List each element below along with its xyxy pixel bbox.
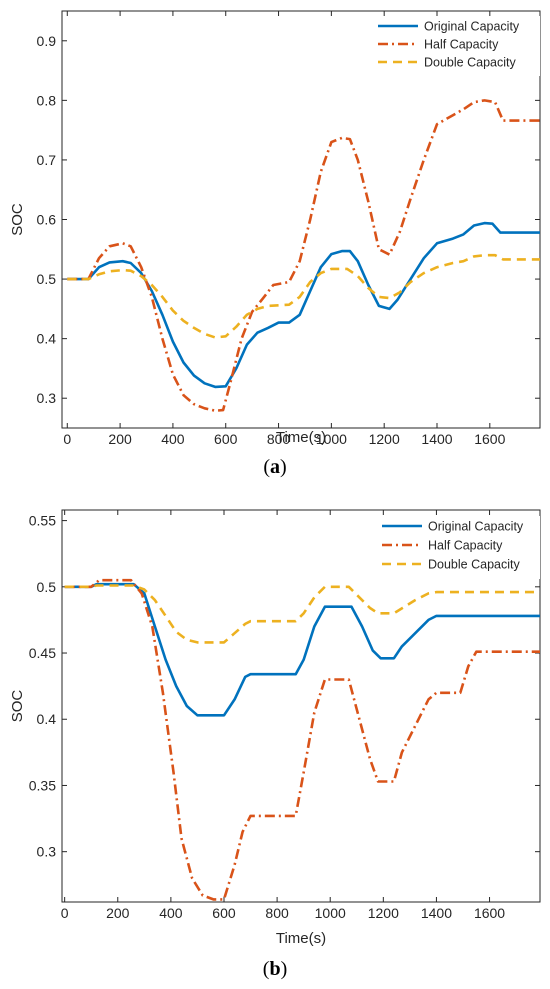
series-line-half-capacity xyxy=(64,578,540,901)
panel-caption: (a) xyxy=(263,456,286,478)
x-tick-label: 1200 xyxy=(368,905,399,921)
chart-panel-a: 0 200 400 600 800 1000 1200 1400 1600 0.3 0.4 0.5 0.… xyxy=(9,10,541,478)
series-line-double-capacity xyxy=(67,253,540,339)
series-line-half-capacity xyxy=(67,99,540,412)
x-tick-label: 800 xyxy=(267,431,291,447)
legend-label-double-capacity: Double Capacity xyxy=(428,558,520,572)
y-tick-label: 0.45 xyxy=(29,645,56,661)
legend-label-half-capacity: Half Capacity xyxy=(424,38,499,52)
legend: Original Capacity Half Capacity Double Cap… xyxy=(378,516,540,579)
y-tick-label: 0.3 xyxy=(37,390,57,406)
x-tick-label: 1400 xyxy=(421,431,452,447)
y-tick-label: 0.5 xyxy=(37,271,57,287)
y-axis-title: SOC xyxy=(9,203,26,236)
y-tick-label: 0.7 xyxy=(37,152,57,168)
y-tick-label: 0.35 xyxy=(29,777,56,793)
series-line-original-capacity xyxy=(67,221,540,389)
x-axis-title: Time(s) xyxy=(276,429,326,446)
legend-label-original-capacity: Original Capacity xyxy=(428,520,524,534)
x-tick-label: 600 xyxy=(212,905,236,921)
legend-label-original-capacity: Original Capacity xyxy=(424,20,520,34)
series-line-original-capacity xyxy=(64,582,540,717)
x-tick-label: 400 xyxy=(161,431,185,447)
y-tick-label: 0.8 xyxy=(37,92,57,108)
y-tick-label: 0.4 xyxy=(37,711,57,727)
y-tick-label: 0.5 xyxy=(37,579,57,595)
y-axis-title: SOC xyxy=(9,690,26,723)
x-tick-label: 200 xyxy=(106,905,130,921)
y-tick-label: 0.55 xyxy=(29,513,56,529)
y-tick-label: 0.9 xyxy=(37,33,57,49)
x-tick-label: 600 xyxy=(214,431,238,447)
y-tick-label: 0.6 xyxy=(37,212,57,228)
series-line-double-capacity xyxy=(64,584,540,644)
y-tick-label: 0.3 xyxy=(37,844,57,860)
x-tick-label: 1000 xyxy=(316,431,347,447)
plot-area-frame xyxy=(61,509,541,903)
x-tick-label: 1200 xyxy=(369,431,400,447)
legend: Original Capacity Half Capacity Double Cap… xyxy=(374,16,540,76)
x-tick-label: 400 xyxy=(159,905,183,921)
x-tick-label: 1600 xyxy=(474,431,505,447)
x-tick-label: 200 xyxy=(108,431,132,447)
x-tick-label: 1600 xyxy=(474,905,505,921)
legend-label-double-capacity: Double Capacity xyxy=(424,56,516,70)
legend-label-half-capacity: Half Capacity xyxy=(428,539,503,553)
x-tick-label: 800 xyxy=(265,905,289,921)
panel-caption: (b) xyxy=(263,958,287,980)
y-tick-label: 0.4 xyxy=(37,331,57,347)
x-tick-label: 0 xyxy=(63,431,71,447)
x-tick-label: 1400 xyxy=(421,905,452,921)
x-axis-title: Time(s) xyxy=(276,930,326,947)
x-tick-label: 1000 xyxy=(315,905,346,921)
chart-panel-b: 0 200 400 600 800 1000 1200 1400 1600 0.3 0.35 0.4 0… xyxy=(9,509,541,980)
x-tick-label: 0 xyxy=(61,905,69,921)
